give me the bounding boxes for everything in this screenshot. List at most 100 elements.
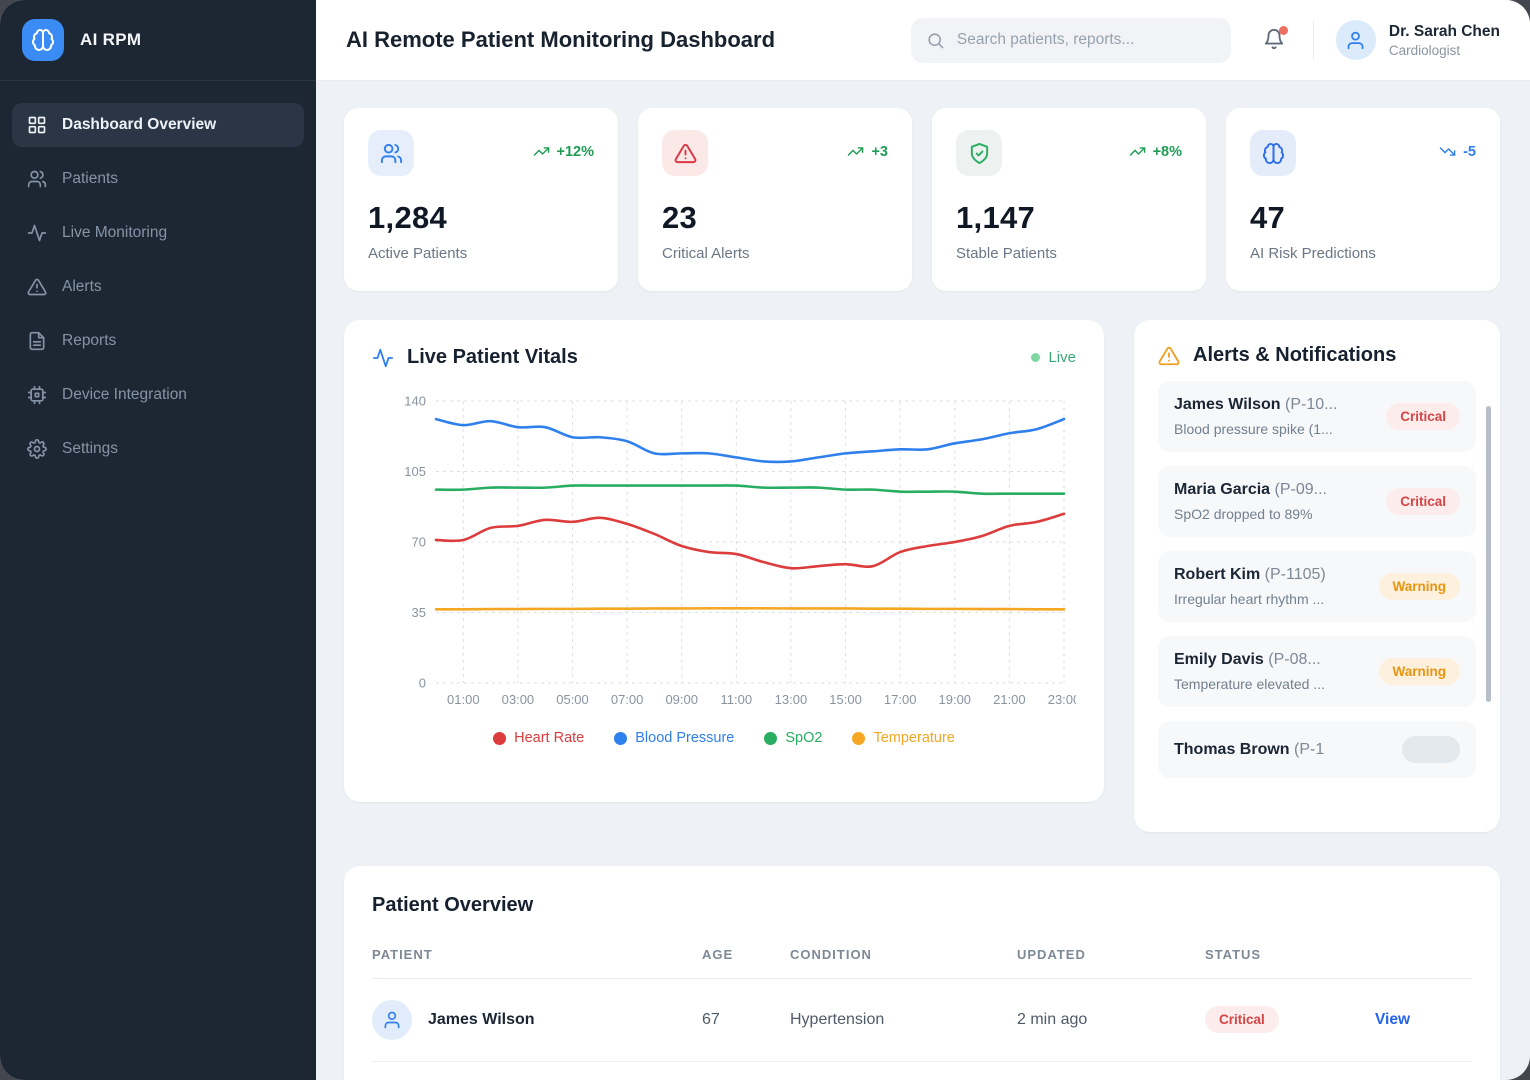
sidebar-item-patients[interactable]: Patients xyxy=(12,157,304,201)
sidebar-item-settings[interactable]: Settings xyxy=(12,427,304,471)
main-area: AI Remote Patient Monitoring Dashboard D… xyxy=(316,0,1530,1080)
legend-label: Heart Rate xyxy=(514,730,585,746)
svg-text:105: 105 xyxy=(404,464,426,479)
patients-icon xyxy=(368,130,414,176)
alert-description: Temperature elevated ... xyxy=(1174,676,1325,692)
sidebar-item-device-integration[interactable]: Device Integration xyxy=(12,373,304,417)
series-blood-pressure xyxy=(434,417,1066,464)
stat-label: Active Patients xyxy=(368,245,468,262)
trend-up-icon xyxy=(533,143,550,160)
stat-value: 23 xyxy=(662,200,698,235)
legend-item-blood-pressure[interactable]: Blood Pressure xyxy=(614,730,734,746)
column-header-status: STATUS xyxy=(1205,947,1262,962)
stat-trend: +8% xyxy=(1129,143,1182,160)
sidebar-item-live-monitoring[interactable]: Live Monitoring xyxy=(12,211,304,255)
svg-text:23:00: 23:00 xyxy=(1048,692,1076,707)
legend-item-heart-rate[interactable]: Heart Rate xyxy=(493,730,584,746)
notification-dot xyxy=(1278,25,1288,35)
legend-label: Blood Pressure xyxy=(635,730,735,746)
settings-icon xyxy=(27,439,47,459)
svg-text:17:00: 17:00 xyxy=(884,692,917,707)
alert-severity-badge: Warning xyxy=(1378,573,1460,600)
bell-icon xyxy=(1263,28,1285,53)
sidebar-item-label: Dashboard Overview xyxy=(62,116,217,133)
alert-patient-name: Thomas Brown (P-1 xyxy=(1174,740,1325,758)
sidebar-item-alerts[interactable]: Alerts xyxy=(12,265,304,309)
scrollbar-thumb[interactable] xyxy=(1486,406,1491,702)
stat-value: 1,147 xyxy=(956,200,1036,235)
patient-condition: Hypertension xyxy=(790,1011,885,1028)
alert-item-maria-garcia[interactable]: Maria Garcia (P-09... SpO2 dropped to 89… xyxy=(1158,466,1476,537)
alert-item-thomas-brown[interactable]: Thomas Brown (P-1 xyxy=(1158,721,1476,778)
legend-item-temperature[interactable]: Temperature xyxy=(852,730,955,746)
legend-item-spo2[interactable]: SpO2 xyxy=(764,730,822,746)
svg-text:09:00: 09:00 xyxy=(665,692,698,707)
legend-label: Temperature xyxy=(873,730,955,746)
user-name: Dr. Sarah Chen xyxy=(1388,22,1500,40)
device-icon xyxy=(27,385,47,405)
svg-text:01:00: 01:00 xyxy=(447,692,480,707)
patient-avatar-icon xyxy=(372,1000,412,1040)
svg-text:05:00: 05:00 xyxy=(556,692,589,707)
alert-patient-name: James Wilson (P-10... xyxy=(1174,396,1338,413)
vitals-chart: 0 35 70 105 140 01:00 03:00 05:00 07:00 09:00 11:0… xyxy=(372,394,1080,720)
alert-description: Irregular heart rhythm ... xyxy=(1174,591,1325,607)
table-row-james-wilson: James Wilson 67 Hypertension 2 min ago C… xyxy=(372,979,1472,1062)
stat-trend: +12% xyxy=(533,143,595,160)
legend-dot xyxy=(614,731,628,745)
vitals-title: Live Patient Vitals xyxy=(407,346,578,368)
alert-item-robert-kim[interactable]: Robert Kim (P-1105) Irregular heart rhyt… xyxy=(1158,551,1476,622)
svg-text:15:00: 15:00 xyxy=(829,692,862,707)
table-header: PATIENT AGE CONDITION UPDATED STATUS xyxy=(372,917,1472,979)
column-header-age: AGE xyxy=(702,947,734,962)
legend-dot xyxy=(852,731,866,745)
search-icon xyxy=(926,31,945,50)
svg-text:35: 35 xyxy=(412,605,426,620)
column-header-patient: PATIENT xyxy=(372,947,433,962)
search-input[interactable] xyxy=(954,30,1216,50)
legend-label: SpO2 xyxy=(785,730,823,746)
stat-trend: +3 xyxy=(847,143,888,160)
svg-text:70: 70 xyxy=(412,535,426,550)
series-spo2 xyxy=(434,484,1066,496)
stat-trend-value: +12% xyxy=(556,143,595,160)
trend-up-icon xyxy=(1129,143,1146,160)
sidebar-item-label: Settings xyxy=(62,440,119,457)
user-profile[interactable]: Dr. Sarah Chen Cardiologist xyxy=(1335,20,1500,60)
middle-row: Live Patient Vitals Live 0 35 70 105 140 01:0… xyxy=(344,320,1500,832)
notifications-bell-button[interactable] xyxy=(1259,24,1289,57)
brain-icon xyxy=(1250,130,1296,176)
alert-triangle-icon xyxy=(1158,345,1180,367)
stat-label: Stable Patients xyxy=(956,245,1057,262)
page-title: AI Remote Patient Monitoring Dashboard xyxy=(346,27,776,52)
sidebar-item-label: Reports xyxy=(62,332,117,349)
alert-item-emily-davis[interactable]: Emily Davis (P-08... Temperature elevate… xyxy=(1158,636,1476,707)
stat-card-stable-patients: +8% 1,147 Stable Patients xyxy=(932,108,1206,291)
stat-label: Critical Alerts xyxy=(662,245,750,262)
sidebar-item-reports[interactable]: Reports xyxy=(12,319,304,363)
stat-value: 47 xyxy=(1250,200,1286,235)
svg-text:11:00: 11:00 xyxy=(721,692,753,707)
alert-description: SpO2 dropped to 89% xyxy=(1174,506,1313,522)
topbar: AI Remote Patient Monitoring Dashboard D… xyxy=(316,0,1530,81)
alert-severity-badge xyxy=(1402,736,1460,763)
stat-trend: -5 xyxy=(1439,143,1476,160)
sidebar-item-label: Live Monitoring xyxy=(62,224,168,241)
svg-text:0: 0 xyxy=(419,676,426,691)
shield-check-icon xyxy=(956,130,1002,176)
topbar-right: Dr. Sarah Chen Cardiologist xyxy=(910,17,1500,63)
patient-overview-title: Patient Overview xyxy=(372,894,534,916)
search-box[interactable] xyxy=(910,17,1231,63)
stat-card-ai-risk-predictions: -5 47 AI Risk Predictions xyxy=(1226,108,1500,291)
brain-logo-icon xyxy=(22,19,64,61)
view-patient-link[interactable]: View xyxy=(1375,1011,1411,1028)
stat-trend-value: +3 xyxy=(871,143,888,160)
stat-card-active-patients: +12% 1,284 Active Patients xyxy=(344,108,618,291)
dashboard-content: +12% 1,284 Active Patients +3 23 Critica… xyxy=(316,81,1530,1080)
sidebar: AI RPM Dashboard Overview Patients Live … xyxy=(0,0,316,1080)
svg-text:07:00: 07:00 xyxy=(611,692,644,707)
alert-severity-badge: Warning xyxy=(1378,658,1460,685)
alert-item-james-wilson[interactable]: James Wilson (P-10... Blood pressure spi… xyxy=(1158,381,1476,452)
sidebar-item-dashboard-overview[interactable]: Dashboard Overview xyxy=(12,103,304,147)
patients-icon xyxy=(27,169,47,189)
